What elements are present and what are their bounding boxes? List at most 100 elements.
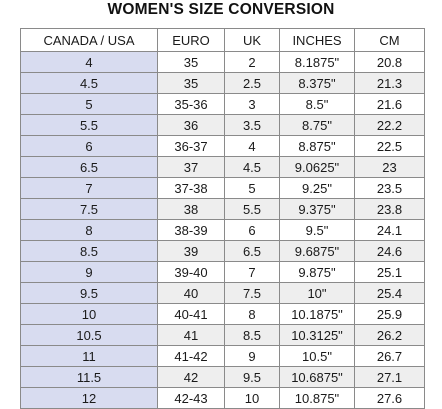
cell-inches: 8.375" xyxy=(279,72,355,94)
cell-inches: 9.0625" xyxy=(279,156,355,178)
cell-uk: 5.5 xyxy=(224,198,280,220)
cell-inches: 10" xyxy=(279,282,355,304)
table-body: 4 35 2 8.1875" 20.8 4.5 35 2.5 8.375" 21.3 5 35-36 3… xyxy=(20,51,425,409)
table-row: 7.5 38 5.5 9.375" 23.8 xyxy=(20,198,425,220)
header-canada-usa: CANADA / USA xyxy=(20,28,158,52)
cell-inches: 9.875" xyxy=(279,261,355,283)
cell-uk: 7 xyxy=(224,261,280,283)
cell-cm: 24.6 xyxy=(354,240,425,262)
cell-cm: 27.1 xyxy=(354,366,425,388)
table-row: 8.5 39 6.5 9.6875" 24.6 xyxy=(20,240,425,262)
cell-euro: 35 xyxy=(157,72,225,94)
cell-canada-usa: 8.5 xyxy=(20,240,158,262)
cell-uk: 3 xyxy=(224,93,280,115)
cell-euro: 40-41 xyxy=(157,303,225,325)
table-row: 10.5 41 8.5 10.3125" 26.2 xyxy=(20,324,425,346)
cell-uk: 7.5 xyxy=(224,282,280,304)
cell-euro: 41 xyxy=(157,324,225,346)
header-cm: CM xyxy=(354,28,425,52)
cell-cm: 21.3 xyxy=(354,72,425,94)
cell-euro: 40 xyxy=(157,282,225,304)
cell-canada-usa: 5 xyxy=(20,93,158,115)
cell-euro: 41-42 xyxy=(157,345,225,367)
cell-uk: 2.5 xyxy=(224,72,280,94)
cell-inches: 10.6875" xyxy=(279,366,355,388)
table-row: 9.5 40 7.5 10" 25.4 xyxy=(20,282,425,304)
cell-canada-usa: 11.5 xyxy=(20,366,158,388)
cell-inches: 8.1875" xyxy=(279,51,355,73)
header-uk: UK xyxy=(224,28,280,52)
header-euro: EURO xyxy=(157,28,225,52)
cell-uk: 10 xyxy=(224,387,280,409)
cell-uk: 8.5 xyxy=(224,324,280,346)
cell-canada-usa: 9.5 xyxy=(20,282,158,304)
table-header-row: CANADA / USA EURO UK INCHES CM xyxy=(20,28,425,52)
cell-inches: 9.375" xyxy=(279,198,355,220)
cell-uk: 6 xyxy=(224,219,280,241)
cell-inches: 8.875" xyxy=(279,135,355,157)
cell-euro: 38 xyxy=(157,198,225,220)
cell-inches: 9.5" xyxy=(279,219,355,241)
cell-canada-usa: 12 xyxy=(20,387,158,409)
cell-inches: 10.3125" xyxy=(279,324,355,346)
cell-inches: 10.5" xyxy=(279,345,355,367)
cell-euro: 35 xyxy=(157,51,225,73)
cell-cm: 23.5 xyxy=(354,177,425,199)
size-conversion-table: CANADA / USA EURO UK INCHES CM 4 35 2 8.187… xyxy=(20,28,425,409)
cell-cm: 20.8 xyxy=(354,51,425,73)
cell-inches: 9.25" xyxy=(279,177,355,199)
cell-uk: 3.5 xyxy=(224,114,280,136)
cell-cm: 27.6 xyxy=(354,387,425,409)
table-row: 12 42-43 10 10.875" 27.6 xyxy=(20,387,425,409)
table-row: 10 40-41 8 10.1875" 25.9 xyxy=(20,303,425,325)
cell-inches: 8.75" xyxy=(279,114,355,136)
cell-euro: 37-38 xyxy=(157,177,225,199)
cell-uk: 2 xyxy=(224,51,280,73)
page-title: WOMEN'S SIZE CONVERSION xyxy=(107,1,335,18)
cell-cm: 26.7 xyxy=(354,345,425,367)
cell-canada-usa: 7.5 xyxy=(20,198,158,220)
cell-canada-usa: 10 xyxy=(20,303,158,325)
cell-cm: 25.1 xyxy=(354,261,425,283)
cell-inches: 9.6875" xyxy=(279,240,355,262)
cell-cm: 22.2 xyxy=(354,114,425,136)
table-row: 6 36-37 4 8.875" 22.5 xyxy=(20,135,425,157)
cell-cm: 22.5 xyxy=(354,135,425,157)
table-row: 9 39-40 7 9.875" 25.1 xyxy=(20,261,425,283)
cell-uk: 4 xyxy=(224,135,280,157)
cell-euro: 35-36 xyxy=(157,93,225,115)
cell-cm: 25.9 xyxy=(354,303,425,325)
cell-canada-usa: 4.5 xyxy=(20,72,158,94)
table-row: 6.5 37 4.5 9.0625" 23 xyxy=(20,156,425,178)
cell-canada-usa: 6 xyxy=(20,135,158,157)
cell-cm: 25.4 xyxy=(354,282,425,304)
table-row: 4.5 35 2.5 8.375" 21.3 xyxy=(20,72,425,94)
table-row: 4 35 2 8.1875" 20.8 xyxy=(20,51,425,73)
cell-euro: 39-40 xyxy=(157,261,225,283)
cell-euro: 37 xyxy=(157,156,225,178)
cell-cm: 23.8 xyxy=(354,198,425,220)
cell-canada-usa: 6.5 xyxy=(20,156,158,178)
cell-canada-usa: 7 xyxy=(20,177,158,199)
table-row: 11 41-42 9 10.5" 26.7 xyxy=(20,345,425,367)
cell-canada-usa: 8 xyxy=(20,219,158,241)
cell-uk: 6.5 xyxy=(224,240,280,262)
table-row: 8 38-39 6 9.5" 24.1 xyxy=(20,219,425,241)
cell-canada-usa: 10.5 xyxy=(20,324,158,346)
cell-cm: 23 xyxy=(354,156,425,178)
table-row: 11.5 42 9.5 10.6875" 27.1 xyxy=(20,366,425,388)
cell-euro: 38-39 xyxy=(157,219,225,241)
cell-euro: 42-43 xyxy=(157,387,225,409)
cell-euro: 39 xyxy=(157,240,225,262)
cell-inches: 10.875" xyxy=(279,387,355,409)
cell-inches: 8.5" xyxy=(279,93,355,115)
cell-canada-usa: 5.5 xyxy=(20,114,158,136)
cell-euro: 36-37 xyxy=(157,135,225,157)
cell-canada-usa: 11 xyxy=(20,345,158,367)
cell-canada-usa: 9 xyxy=(20,261,158,283)
cell-uk: 5 xyxy=(224,177,280,199)
cell-canada-usa: 4 xyxy=(20,51,158,73)
cell-uk: 8 xyxy=(224,303,280,325)
table-row: 7 37-38 5 9.25" 23.5 xyxy=(20,177,425,199)
cell-cm: 24.1 xyxy=(354,219,425,241)
